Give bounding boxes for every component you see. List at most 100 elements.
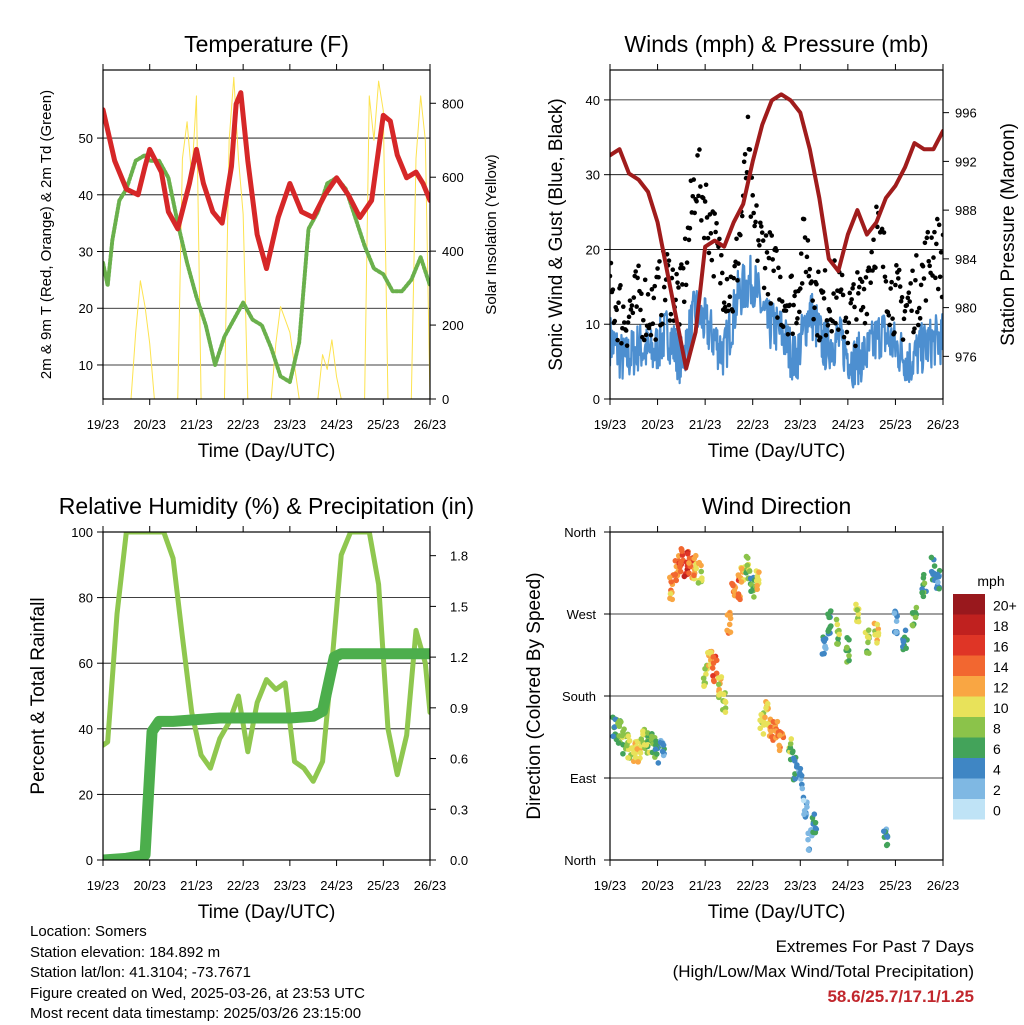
x-tick-label: 21/23 [180,878,213,893]
gust-point [717,236,722,242]
direction-point [789,749,796,756]
gust-point [745,114,751,120]
gust-point [627,298,633,303]
gust-point [870,268,875,273]
gust-point [690,193,696,199]
gust-point [897,284,903,289]
gust-point [785,331,791,337]
y-tick-label: North [564,853,596,868]
gust-point [650,321,656,326]
panel-2-title: Relative Humidity (%) & Precipitation (i… [59,493,474,519]
direction-point [835,635,841,642]
x-tick-label: 22/23 [227,878,260,893]
gust-point [816,269,821,275]
direction-point [836,631,843,638]
direction-point [902,627,909,634]
direction-point [884,834,891,840]
panel-2-ylabel: Percent & Total Rainfall [28,597,49,794]
direction-point [616,723,623,730]
gust-point [722,304,728,310]
direction-point [744,562,751,569]
gust-point [938,249,943,255]
direction-point [844,644,850,651]
direction-point [709,665,716,671]
gust-point [921,276,927,281]
gust-point [883,279,889,284]
y-tick-label: 40 [79,188,93,203]
gust-point [825,323,831,328]
x-tick-label: 19/23 [594,417,627,432]
x-tick-label: 25/23 [879,878,912,893]
direction-point [865,639,871,646]
x-tick-label: 22/23 [736,417,769,432]
x-tick-label: 20/23 [133,878,166,893]
gust-point [896,267,902,273]
gust-point [862,320,868,326]
gust-point [730,309,736,314]
direction-point [801,811,807,818]
direction-point [684,551,691,557]
direction-point [677,564,683,570]
direction-point [715,681,722,688]
direction-point [615,740,622,746]
gust-point [747,147,753,152]
direction-point [755,577,762,583]
gust-point [628,307,634,312]
colorbar-label: 6 [993,741,1001,757]
gust-point [668,311,674,317]
direction-point [659,740,666,747]
gust-point [915,322,921,328]
panel-1-xlabel: Time (Day/UTC) [708,441,846,462]
humidity-series [103,532,430,784]
direction-point [659,748,666,755]
gust-point [855,270,860,275]
gust-point [752,223,757,229]
gust-point [719,270,725,276]
x-tick-label: 24/23 [320,878,353,893]
gust-point [709,257,715,263]
gust-point [707,212,713,217]
direction-point [731,588,738,594]
extremes-values: 58.6/25.7/17.1/1.25 [827,987,974,1006]
gust-point [711,274,717,279]
gust-point [915,309,920,315]
y2-tick-label: 988 [955,203,977,218]
y2-tick-label: 1.8 [450,549,468,564]
y2-tick-label: 0.3 [450,802,468,817]
direction-point [625,755,631,761]
gust-point [623,328,629,333]
direction-point [805,847,812,853]
direction-point [700,675,707,682]
gust-point [656,274,661,280]
gust-point [914,253,919,258]
gust-point [692,210,697,216]
colorbar-swatch [953,696,985,717]
gust-point [629,303,635,308]
direction-point [692,552,699,559]
y-tick-label: 30 [79,245,93,260]
gust-point [906,290,912,296]
gust-point [841,334,847,340]
gust-point [798,251,804,256]
direction-point [667,591,674,597]
gust-point [823,332,829,338]
direction-point [864,649,870,656]
y2-tick-label: 200 [442,318,464,333]
location-text: Location: Somers [30,923,147,940]
y2-tick-label: 996 [955,106,977,121]
direction-point [880,828,887,835]
colorbar-label: 20+ [993,597,1017,613]
panel-1-ylabel: Sonic Wind & Gust (Blue, Black) [546,98,567,370]
gust-point [750,193,756,198]
direction-point [754,582,760,589]
x-tick-label: 26/23 [927,878,960,893]
gust-point [853,343,858,349]
gust-point [881,230,887,235]
direction-point [751,594,757,600]
gust-point [838,287,844,292]
x-tick-label: 23/23 [784,417,817,432]
direction-point [735,591,742,597]
gust-point [724,276,730,282]
gust-point [687,225,693,231]
